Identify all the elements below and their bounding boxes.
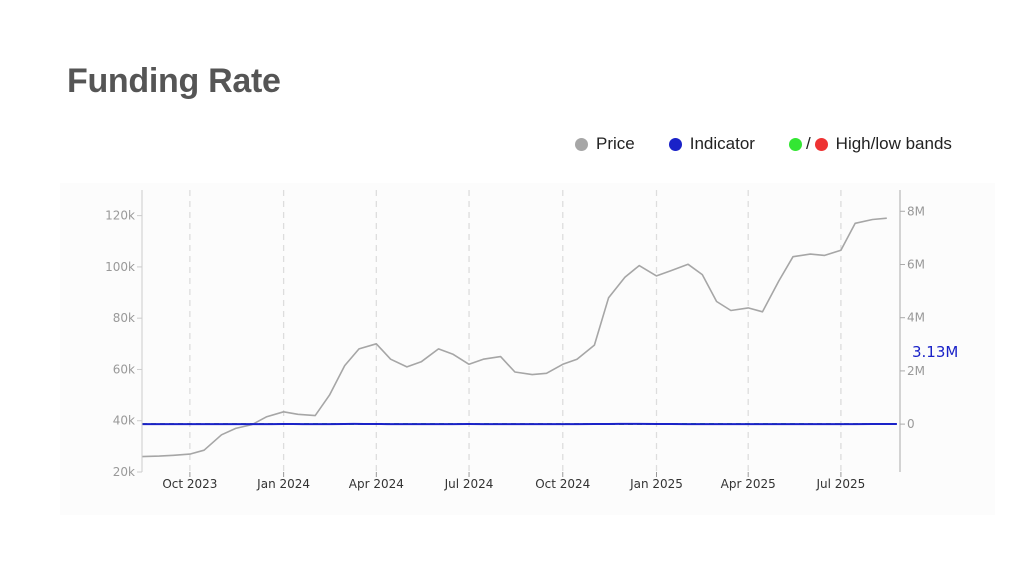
legend-item-price[interactable]: Price bbox=[575, 134, 635, 154]
y-left-tick-label: 100k bbox=[105, 260, 135, 274]
legend-item-indicator[interactable]: Indicator bbox=[668, 134, 755, 154]
y-right-tick-label: 2M bbox=[907, 364, 925, 378]
legend-price-dot bbox=[575, 137, 588, 151]
y-left-tick-label: 80k bbox=[113, 311, 135, 325]
x-tick-label: Oct 2024 bbox=[535, 477, 590, 491]
y-left-tick-label: 120k bbox=[105, 209, 135, 223]
x-tick-label: Apr 2024 bbox=[349, 477, 404, 491]
price-line bbox=[141, 217, 887, 458]
current-value-label: 3.13M bbox=[912, 343, 958, 361]
legend-bands-label: High/low bands bbox=[835, 134, 952, 153]
legend-indicator-label: Indicator bbox=[689, 134, 755, 153]
y-right-tick-label: 4M bbox=[907, 311, 925, 325]
y-left-tick-label: 40k bbox=[113, 414, 135, 428]
axis-layer: Oct 2023 Jan 2024 Apr 2024 Jul 2024 Oct 2024… bbox=[105, 190, 958, 491]
x-tick-label: Apr 2025 bbox=[721, 477, 776, 491]
legend-bands-separator: / bbox=[805, 134, 811, 153]
legend-indicator-dot bbox=[668, 137, 682, 151]
y-right-tick-label: 8M bbox=[907, 204, 925, 218]
grid-layer bbox=[189, 190, 842, 472]
x-tick-label: Jul 2025 bbox=[815, 477, 865, 491]
page-title: Funding Rate bbox=[67, 62, 281, 100]
x-tick-label: Jul 2024 bbox=[444, 477, 494, 491]
y-right-tick-label: 6M bbox=[907, 257, 925, 271]
y-left-tick-label: 60k bbox=[113, 362, 135, 376]
legend-price-label: Price bbox=[596, 134, 635, 153]
series-layer bbox=[141, 217, 897, 458]
legend-high-band-dot bbox=[788, 137, 802, 151]
x-tick-label: Jan 2025 bbox=[629, 477, 683, 491]
legend-item-bands[interactable]: / High/low bands bbox=[788, 134, 952, 154]
x-tick-label: Oct 2023 bbox=[162, 477, 217, 491]
y-right-tick-label: 0 bbox=[907, 417, 915, 431]
chart-legend: Price Indicator / High/low bands bbox=[575, 134, 952, 154]
chart-panel bbox=[60, 183, 995, 515]
y-left-tick-label: 20k bbox=[113, 465, 135, 479]
x-tick-label: Jan 2024 bbox=[256, 477, 310, 491]
legend-low-band-dot bbox=[814, 137, 828, 151]
